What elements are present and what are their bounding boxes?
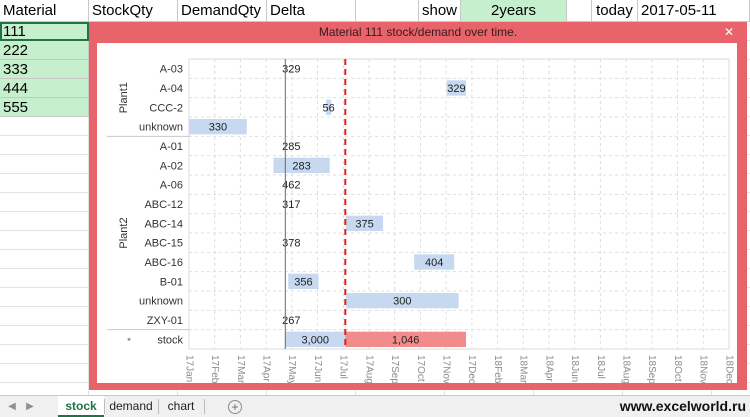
x-tick-label: 18Oct — [672, 355, 683, 382]
x-tick-label: 18Sep — [646, 355, 657, 383]
x-tick-label: 17May — [286, 355, 297, 383]
material-cell[interactable]: 555 — [0, 98, 89, 117]
row-label: unknown — [139, 296, 183, 308]
popup-title: Material 111 stock/demand over time. — [318, 25, 518, 39]
tab-stock[interactable]: stock — [58, 396, 104, 417]
x-tick-label: 18Dec — [723, 355, 734, 383]
header-delta[interactable]: Delta — [267, 0, 356, 22]
row-label: A-06 — [160, 180, 183, 192]
stock-demand-chart: 17Jan 17Feb 17Mar 17Apr 17May 17Jun 17Jul 17Aug… — [107, 58, 734, 383]
bar-value-label: 283 — [292, 160, 310, 172]
x-tick-label: 17Sep — [389, 355, 400, 383]
bar-value-label: 330 — [209, 122, 227, 134]
close-icon[interactable]: ✕ — [723, 25, 735, 39]
header-material[interactable]: Material — [0, 0, 89, 22]
add-sheet-icon[interactable]: + — [228, 400, 242, 414]
tab-separator — [158, 399, 159, 414]
bar-value-label: 267 — [282, 315, 300, 327]
bar-value-label: 329 — [282, 64, 300, 76]
bar-value-label: 378 — [282, 238, 300, 250]
row-label: A-02 — [160, 160, 183, 172]
row-label: ABC-14 — [144, 218, 183, 230]
tab-chart[interactable]: chart — [167, 399, 195, 413]
bar-value-label: 404 — [425, 257, 443, 269]
header-show-value[interactable]: 2years — [461, 0, 567, 22]
bar-value-label: 329 — [447, 83, 465, 95]
x-tick-label: 17Dec — [466, 355, 477, 383]
x-tick-label: 17Aug — [363, 355, 374, 383]
chart-frame: 17Jan 17Feb 17Mar 17Apr 17May 17Jun 17Jul 17Aug… — [97, 43, 737, 383]
row-label: stock — [157, 334, 183, 346]
x-tick-label: 18Nov — [698, 355, 709, 383]
chart-bar — [285, 331, 346, 347]
chart-bar — [326, 99, 332, 115]
chart-bar — [189, 119, 247, 135]
row-label: ABC-12 — [144, 199, 183, 211]
x-tick-label: 17Feb — [209, 355, 220, 383]
bar-value-label: 317 — [282, 199, 300, 211]
bar-value-label: 356 — [294, 276, 312, 288]
sheet-header-row: Material StockQty DemandQty Delta show 2… — [0, 0, 750, 22]
x-tick-label: 17Nov — [441, 355, 452, 383]
chart-popup-window[interactable]: Material 111 stock/demand over time. ✕ 1… — [89, 22, 747, 390]
tab-demand[interactable]: demand — [109, 399, 153, 413]
chart-bar — [288, 273, 319, 289]
sheet-tab-bar: ◀ ▶ stock demand chart + www.excelworld.… — [0, 395, 750, 417]
tab-scroll-left-icon[interactable]: ◀ — [8, 401, 16, 412]
material-cell[interactable]: 111 — [0, 22, 89, 41]
bar-value-label: 462 — [282, 180, 300, 192]
chart-bar — [346, 215, 384, 231]
bar-value-label: 375 — [355, 218, 373, 230]
x-tick-label: 17Oct — [415, 355, 426, 382]
header-today-value[interactable]: 2017-05-11 — [638, 0, 750, 22]
row-label: A-03 — [160, 64, 183, 76]
x-tick-label: 17Mar — [235, 355, 246, 383]
row-label: ABC-15 — [144, 238, 183, 250]
chart-bar — [345, 331, 467, 347]
group-dot-icon — [127, 337, 131, 341]
x-tick-label: 18Jun — [569, 355, 580, 382]
x-tick-label: 18Feb — [492, 355, 503, 383]
material-cell[interactable]: 222 — [0, 41, 89, 60]
plot-area — [188, 58, 730, 350]
bar-value-label: 285 — [282, 141, 300, 153]
header-stockqty[interactable]: StockQty — [89, 0, 178, 22]
chart-bar — [446, 80, 467, 96]
tab-separator — [204, 399, 205, 414]
bar-value-label: 300 — [393, 296, 411, 308]
row-label: CCC-2 — [149, 102, 183, 114]
header-blank[interactable] — [356, 0, 419, 22]
x-tick-label: 18Aug — [621, 355, 632, 383]
x-tick-label: 17Jan — [183, 355, 194, 382]
bar-value-label: 56 — [323, 102, 335, 114]
bar-value-label: 1,046 — [392, 334, 420, 346]
row-label: B-01 — [160, 276, 183, 288]
tab-separator — [104, 399, 105, 414]
x-tick-label: 17Jul — [338, 355, 349, 379]
bar-value-label: 3,000 — [302, 334, 330, 346]
material-cell[interactable]: 333 — [0, 60, 89, 79]
row-label: unknown — [139, 122, 183, 134]
row-label: A-01 — [160, 141, 183, 153]
row-label: A-04 — [160, 83, 183, 95]
chart-bar — [414, 254, 455, 270]
x-tick-label: 18Jul — [595, 355, 606, 379]
header-show-label[interactable]: show — [419, 0, 461, 22]
material-cell[interactable]: 444 — [0, 79, 89, 98]
header-today-label[interactable]: today — [592, 0, 638, 22]
row-label: ABC-16 — [144, 257, 183, 269]
x-tick-label: 17Jun — [312, 355, 323, 382]
chart-bar — [273, 157, 330, 173]
chart-bar — [346, 293, 459, 309]
tab-scroll-right-icon[interactable]: ▶ — [26, 401, 34, 412]
x-tick-label: 18Mar — [518, 355, 529, 383]
header-demandqty[interactable]: DemandQty — [178, 0, 267, 22]
group-label: Plant1 — [118, 82, 130, 113]
group-label: Plant2 — [118, 217, 130, 248]
row-label: ZXY-01 — [147, 315, 183, 327]
x-tick-label: 18Apr — [543, 355, 554, 382]
watermark: www.excelworld.ru — [619, 398, 746, 414]
x-tick-label: 17Apr — [261, 355, 272, 382]
header-blank2[interactable] — [567, 0, 592, 22]
